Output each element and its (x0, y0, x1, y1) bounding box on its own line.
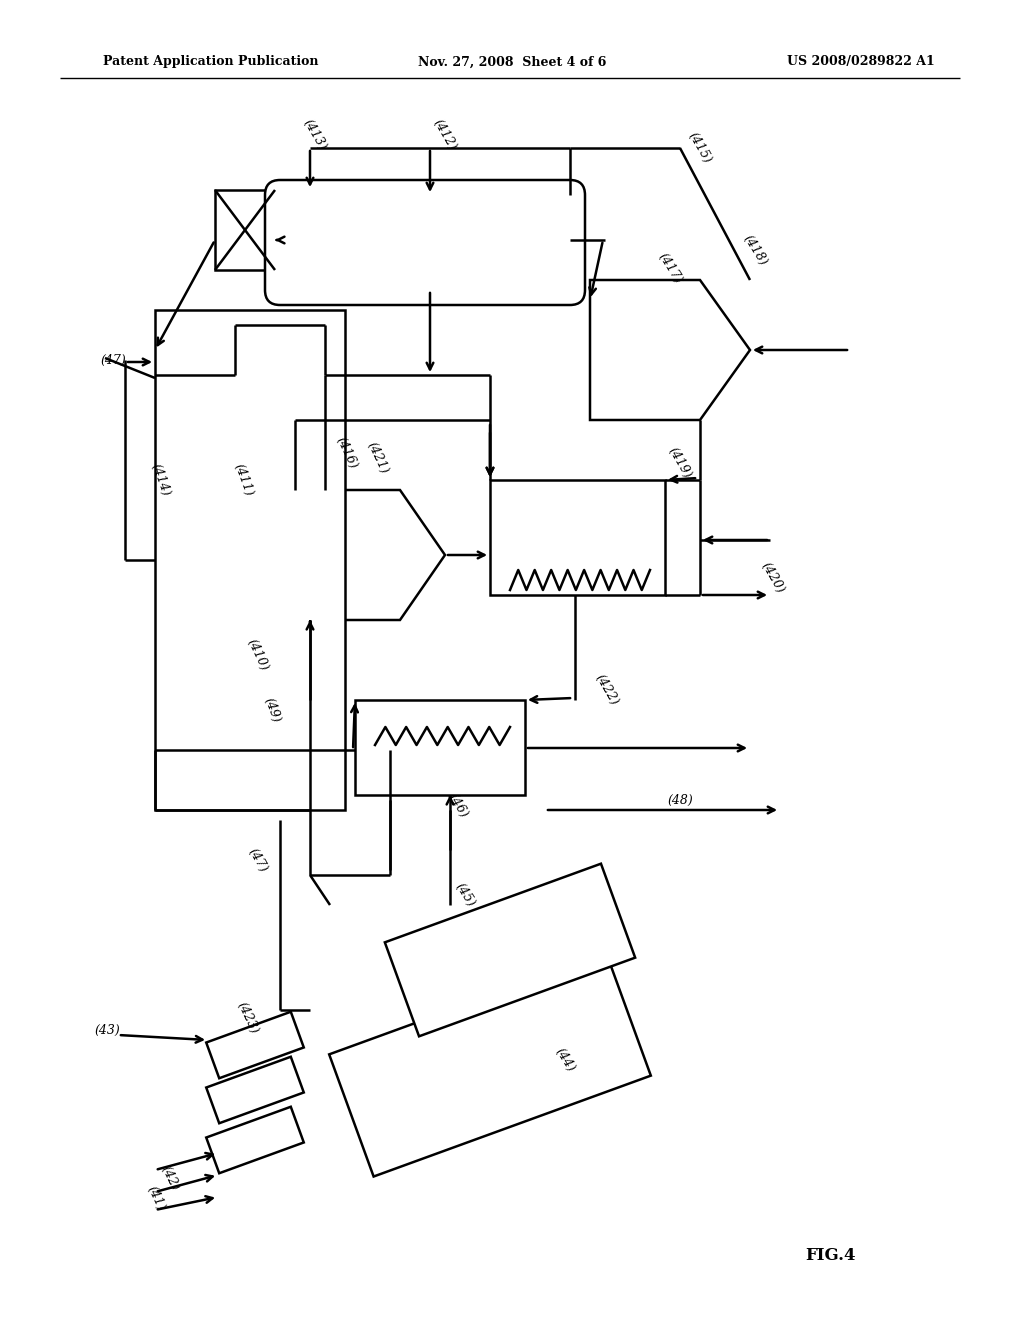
Text: (413): (413) (301, 117, 329, 153)
Polygon shape (206, 1011, 304, 1078)
Text: (414): (414) (148, 462, 172, 498)
Text: (410): (410) (245, 638, 271, 673)
Text: Patent Application Publication: Patent Application Publication (103, 55, 318, 69)
Text: (47): (47) (246, 846, 270, 874)
Text: (49): (49) (261, 696, 283, 725)
Text: FIG.4: FIG.4 (805, 1246, 855, 1263)
Bar (155, 310, 345, 810)
Text: (41): (41) (144, 1184, 167, 1212)
Polygon shape (590, 280, 750, 420)
Polygon shape (295, 490, 445, 620)
Polygon shape (206, 1106, 304, 1173)
Text: (411): (411) (231, 462, 255, 498)
Text: (45): (45) (453, 880, 477, 909)
Bar (490, 480, 665, 595)
Text: US 2008/0289822 A1: US 2008/0289822 A1 (787, 55, 935, 69)
Text: (43): (43) (94, 1023, 120, 1036)
Polygon shape (206, 1057, 304, 1123)
Text: (46): (46) (445, 792, 470, 820)
Text: (415): (415) (686, 131, 714, 166)
Text: Nov. 27, 2008  Sheet 4 of 6: Nov. 27, 2008 Sheet 4 of 6 (418, 55, 606, 69)
Polygon shape (329, 953, 651, 1176)
Text: (418): (418) (740, 232, 769, 268)
Text: (48): (48) (667, 793, 693, 807)
Text: (419): (419) (666, 445, 694, 480)
Bar (215, 190, 275, 271)
Text: (417): (417) (655, 251, 684, 285)
Text: (44): (44) (553, 1045, 578, 1074)
Text: (421): (421) (365, 440, 391, 477)
Text: (42): (42) (159, 1164, 181, 1192)
Text: (422): (422) (593, 672, 622, 708)
Text: (423): (423) (234, 1001, 261, 1036)
Bar (355, 700, 525, 795)
Text: (416): (416) (334, 436, 360, 471)
Text: (47): (47) (100, 354, 126, 367)
FancyBboxPatch shape (265, 180, 585, 305)
Text: (412): (412) (431, 117, 459, 153)
Text: (420): (420) (759, 560, 787, 595)
Polygon shape (385, 863, 635, 1036)
